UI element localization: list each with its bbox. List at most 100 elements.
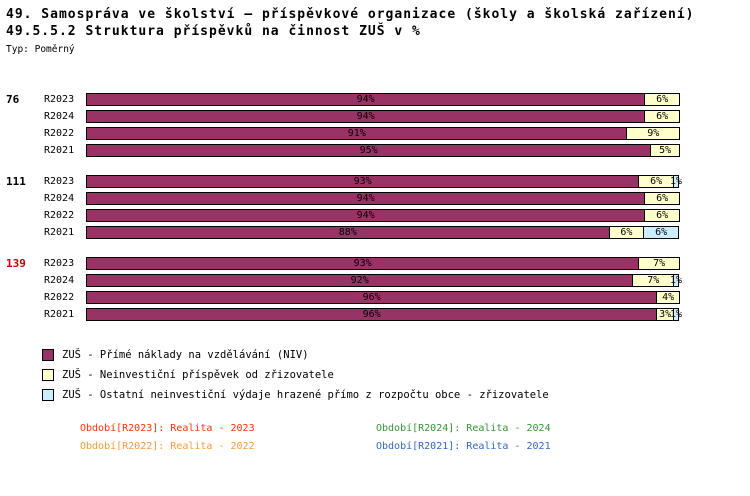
bar-segment-series-2: 6%: [638, 175, 675, 188]
row-period-label: R2024: [44, 275, 75, 286]
bar-segment-series-1: 93%: [86, 257, 640, 270]
row-period-label: R2023: [44, 258, 75, 269]
bar-row: R2024 94% 6%: [6, 190, 750, 207]
bar-group: 139 R2023 93% 7% R2024 92% 7% 1% R2022 96% 4% R2021…: [6, 255, 750, 323]
bar-row: R2021 95% 5%: [6, 142, 750, 159]
row-period-label: R2021: [44, 145, 75, 156]
legend-item: ZUŠ - Ostatní neinvestiční výdaje hrazen…: [42, 385, 750, 405]
bar-segment-series-1: 94%: [86, 192, 646, 205]
bar-row: 111 R2023 93% 6% 1%: [6, 173, 750, 190]
bar-track: 92% 7% 1%: [86, 274, 683, 287]
bar-value-label: 1%: [669, 275, 683, 286]
group-count-label: 111: [6, 175, 26, 188]
row-period-label: R2021: [44, 309, 75, 320]
bar-row: R2022 91% 9%: [6, 125, 750, 142]
bar-segment-series-2: 6%: [644, 110, 680, 123]
bar-segment-series-2: 5%: [650, 144, 680, 157]
bar-segment-series-2: 7%: [632, 274, 675, 287]
bar-group: 76 R2023 94% 6% R2024 94% 6% R2022 91% 9% R2021 95%…: [6, 91, 750, 159]
legend-item: ZUŠ - Neinvestiční příspěvek od zřizovat…: [42, 365, 750, 385]
bar-value-label: 92%: [350, 275, 369, 286]
bar-value-label: 1%: [669, 309, 683, 320]
bar-value-label: 96%: [362, 292, 381, 303]
bar-row: R2021 96% 3% 1%: [6, 306, 750, 323]
bar-segment-series-2: 4%: [656, 291, 680, 304]
bar-segment-series-2: 7%: [638, 257, 680, 270]
legend-label: ZUŠ - Ostatní neinvestiční výdaje hrazen…: [62, 389, 549, 401]
bar-segment-series-1: 93%: [86, 175, 640, 188]
bar-segment-series-3: 1%: [669, 175, 683, 188]
bar-value-label: 93%: [353, 176, 372, 187]
bar-track: 96% 4%: [86, 291, 681, 304]
bar-value-label: 9%: [647, 128, 660, 139]
group-count-label: 139: [6, 257, 26, 270]
bar-value-label: 6%: [655, 227, 668, 238]
footnotes: Období[R2023]: Realita - 2023 Období[R202…: [80, 423, 750, 452]
legend-swatch: [42, 349, 54, 361]
bar-row: R2024 94% 6%: [6, 108, 750, 125]
row-period-label: R2021: [44, 227, 75, 238]
report-page: 49. Samospráva ve školství – příspěvkové…: [6, 7, 750, 452]
bar-segment-series-2: 6%: [644, 209, 680, 222]
bar-segment-series-3: 1%: [669, 308, 683, 321]
bar-value-label: 94%: [356, 210, 375, 221]
bar-track: 95% 5%: [86, 144, 681, 157]
bar-segment-series-1: 94%: [86, 209, 646, 222]
bar-track: 94% 6%: [86, 209, 681, 222]
bar-segment-series-1: 94%: [86, 93, 646, 106]
bar-track: 91% 9%: [86, 127, 681, 140]
bar-value-label: 96%: [362, 309, 381, 320]
period-note: Období[R2023]: Realita - 2023: [80, 423, 255, 434]
bar-track: 94% 6%: [86, 93, 681, 106]
bar-segment-series-1: 94%: [86, 110, 646, 123]
row-period-label: R2024: [44, 111, 75, 122]
bar-value-label: 3%: [659, 309, 672, 320]
bar-value-label: 1%: [669, 176, 683, 187]
bar-segment-series-1: 88%: [86, 226, 610, 239]
bar-segment-series-1: 96%: [86, 291, 658, 304]
legend-label: ZUŠ - Přímé náklady na vzdělávání (NIV): [62, 349, 309, 361]
bar-segment-series-1: 95%: [86, 144, 652, 157]
row-period-label: R2022: [44, 128, 75, 139]
bar-segment-series-2: 6%: [644, 93, 680, 106]
bar-segment-series-1: 96%: [86, 308, 658, 321]
row-period-label: R2024: [44, 193, 75, 204]
bar-track: 88% 6% 6%: [86, 226, 681, 239]
legend-item: ZUŠ - Přímé náklady na vzdělávání (NIV): [42, 345, 750, 365]
bar-value-label: 7%: [653, 258, 666, 269]
bar-row: R2024 92% 7% 1%: [6, 272, 750, 289]
bar-value-label: 91%: [347, 128, 366, 139]
bar-row: R2021 88% 6% 6%: [6, 224, 750, 241]
bar-value-label: 93%: [353, 258, 372, 269]
legend: ZUŠ - Přímé náklady na vzdělávání (NIV) Z…: [42, 345, 750, 405]
type-label: Typ: Poměrný: [6, 44, 75, 55]
bar-value-label: 94%: [356, 94, 375, 105]
bar-track: 94% 6%: [86, 192, 681, 205]
bar-value-label: 94%: [356, 193, 375, 204]
legend-swatch: [42, 369, 54, 381]
bar-segment-series-2: 6%: [608, 226, 645, 239]
bar-value-label: 95%: [359, 145, 378, 156]
row-period-label: R2023: [44, 176, 75, 187]
bar-track: 96% 3% 1%: [86, 308, 683, 321]
bar-value-label: 5%: [659, 145, 672, 156]
legend-label: ZUŠ - Neinvestiční příspěvek od zřizovat…: [62, 369, 334, 381]
bar-value-label: 6%: [620, 227, 633, 238]
bar-row: R2022 96% 4%: [6, 289, 750, 306]
bar-value-label: 6%: [656, 193, 669, 204]
report-title: 49. Samospráva ve školství – příspěvkové…: [6, 7, 695, 22]
period-note: Období[R2021]: Realita - 2021: [376, 441, 551, 452]
bar-value-label: 88%: [338, 227, 357, 238]
group-count-label: 76: [6, 93, 20, 106]
row-period-label: R2022: [44, 292, 75, 303]
bar-row: 139 R2023 93% 7%: [6, 255, 750, 272]
bar-value-label: 4%: [662, 292, 675, 303]
bar-segment-series-3: 6%: [643, 226, 679, 239]
bar-value-label: 94%: [356, 111, 375, 122]
bar-segment-series-2: 6%: [644, 192, 680, 205]
bar-group: 111 R2023 93% 6% 1% R2024 94% 6% R2022 94% 6% R2021…: [6, 173, 750, 241]
bar-track: 93% 6% 1%: [86, 175, 683, 188]
bar-segment-series-3: 1%: [669, 274, 683, 287]
chart: 76 R2023 94% 6% R2024 94% 6% R2022 91% 9% R2021 95%…: [6, 91, 750, 323]
row-period-label: R2023: [44, 94, 75, 105]
